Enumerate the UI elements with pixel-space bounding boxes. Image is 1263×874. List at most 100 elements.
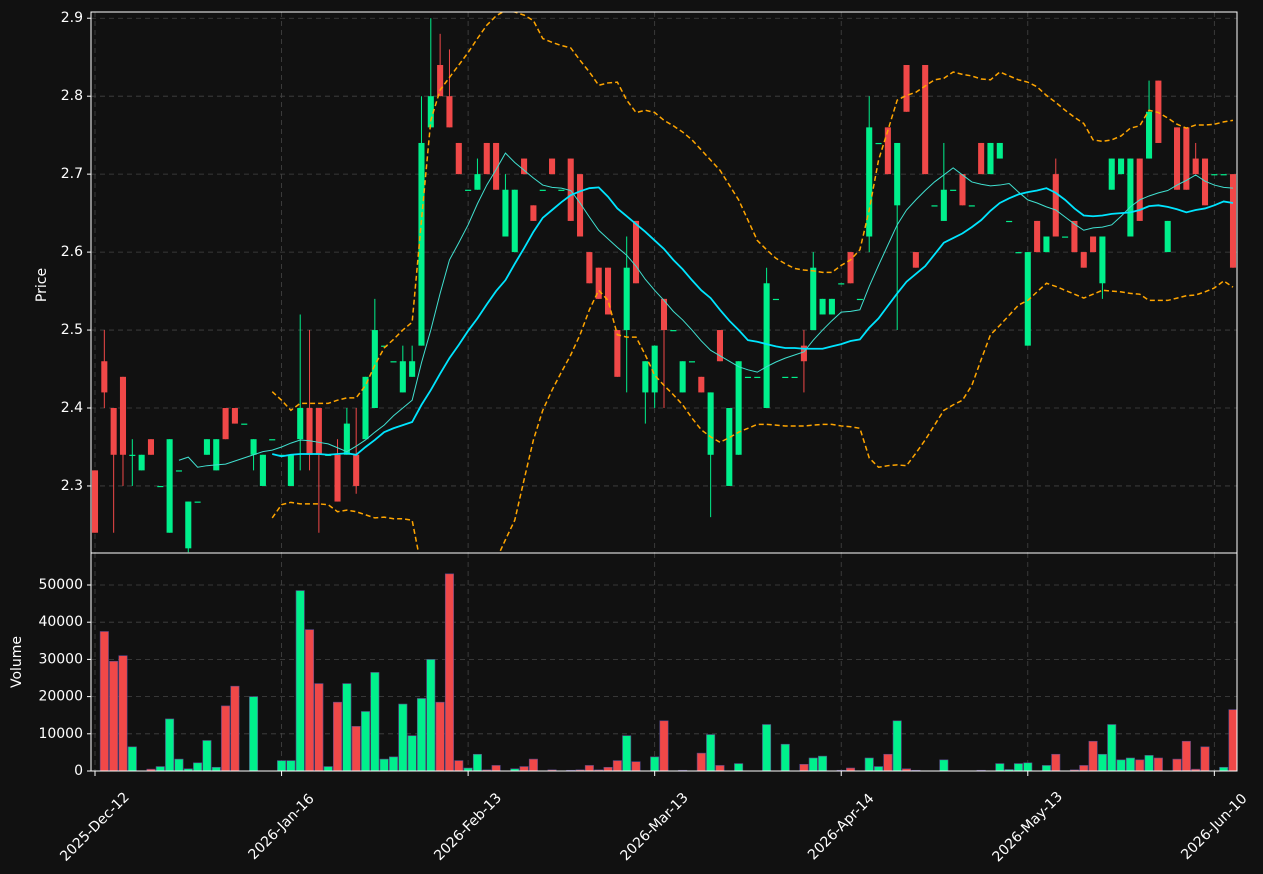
volume-bar — [472, 753, 482, 771]
volume-bar — [808, 757, 818, 771]
volume-bar — [118, 655, 128, 771]
volume-bar — [1219, 766, 1229, 771]
candle-body — [838, 283, 845, 285]
volume-bar — [314, 683, 324, 771]
candle-body — [1080, 252, 1087, 268]
volume-bar — [482, 769, 492, 771]
candle-body — [530, 205, 537, 221]
volume-bar — [165, 718, 175, 771]
candle-body — [1062, 236, 1069, 238]
volume-bar — [715, 765, 725, 771]
volume-bar — [510, 768, 520, 771]
volume-bar — [155, 766, 165, 771]
candle-body — [950, 189, 957, 191]
volume-bar — [249, 696, 259, 771]
candle-body — [119, 376, 127, 455]
candle-body — [334, 454, 341, 502]
candle-body — [922, 65, 929, 175]
volume-bar — [1153, 757, 1163, 771]
candle-body — [493, 142, 500, 190]
y-tick-label: 2.8 — [61, 88, 83, 104]
candle-body — [166, 439, 173, 533]
candle-body — [465, 189, 472, 191]
volume-bar — [146, 768, 156, 771]
candle-body — [1183, 127, 1190, 190]
candle-body — [1052, 174, 1059, 237]
volume-bar — [902, 768, 912, 771]
volume-bar — [547, 769, 557, 771]
candle-body — [586, 252, 593, 284]
candle-body — [399, 361, 406, 393]
volume-bar — [528, 758, 538, 771]
candle-body — [1118, 158, 1125, 175]
candle-body — [1108, 158, 1115, 190]
price-panel — [91, 12, 1237, 553]
candle-body — [791, 376, 798, 379]
candle-body — [203, 439, 210, 455]
candle-body — [735, 361, 742, 455]
candle-body — [213, 439, 220, 471]
volume-bar — [584, 765, 594, 771]
volume-bar — [351, 726, 361, 771]
volume-panel — [99, 573, 1237, 771]
volume-bar — [594, 769, 604, 771]
candle-body — [698, 376, 705, 393]
candle-body — [269, 439, 276, 441]
candle-body — [101, 361, 108, 393]
candle-body — [409, 361, 416, 377]
volume-bar — [333, 701, 343, 771]
volume-bar — [230, 685, 240, 771]
volume-bar — [1191, 768, 1201, 771]
volume-bar — [323, 766, 333, 771]
volume-bar — [379, 758, 389, 771]
candle-body — [931, 205, 938, 207]
candle-body — [623, 267, 630, 331]
candle-body — [306, 408, 313, 455]
volume-bar — [491, 765, 501, 771]
candle-body — [502, 189, 509, 237]
y-tick-label: 2.4 — [61, 400, 83, 416]
candle-body — [1220, 174, 1227, 176]
candle-body — [605, 267, 612, 315]
volume-bar — [1079, 765, 1089, 771]
volume-bar — [435, 701, 445, 771]
volume-bar — [1051, 753, 1061, 771]
volume-bar — [706, 734, 716, 771]
candle-body — [987, 142, 994, 175]
candle-body — [381, 345, 388, 347]
candle-body — [287, 454, 294, 486]
y-tick-label: 40000 — [38, 614, 83, 630]
volume-bar — [780, 743, 790, 771]
candle-body — [940, 189, 947, 221]
candle-body — [455, 142, 462, 175]
volume-bar — [99, 631, 109, 771]
volume-bar — [1088, 740, 1098, 771]
volume-bar — [295, 590, 305, 771]
candle-body — [744, 376, 751, 379]
candle-body — [754, 376, 761, 379]
volume-bar — [1144, 755, 1154, 771]
volume-bar — [892, 720, 902, 771]
candle-body — [278, 454, 285, 456]
candle-body — [138, 454, 145, 471]
candle-body — [315, 408, 322, 455]
candle-body — [856, 298, 863, 301]
y-tick-label: 20000 — [38, 689, 83, 705]
candle-body — [1043, 236, 1050, 253]
volume-bar — [211, 766, 221, 771]
volume-bar — [277, 760, 287, 771]
volume-bar — [1107, 724, 1117, 771]
y-tick-label: 2.7 — [61, 166, 83, 182]
volume-bar — [575, 769, 585, 771]
candle-body — [1015, 252, 1022, 254]
candle-body — [660, 298, 668, 331]
y-tick-label: 2.5 — [61, 322, 83, 338]
volume-bar — [631, 761, 641, 771]
candle-body — [185, 501, 192, 549]
volume-bar — [734, 763, 744, 771]
volume-bar — [650, 756, 660, 771]
candle-body — [1127, 158, 1134, 237]
candle-body — [968, 205, 975, 207]
candle-body — [353, 454, 360, 486]
overlay-line — [271, 12, 1234, 412]
